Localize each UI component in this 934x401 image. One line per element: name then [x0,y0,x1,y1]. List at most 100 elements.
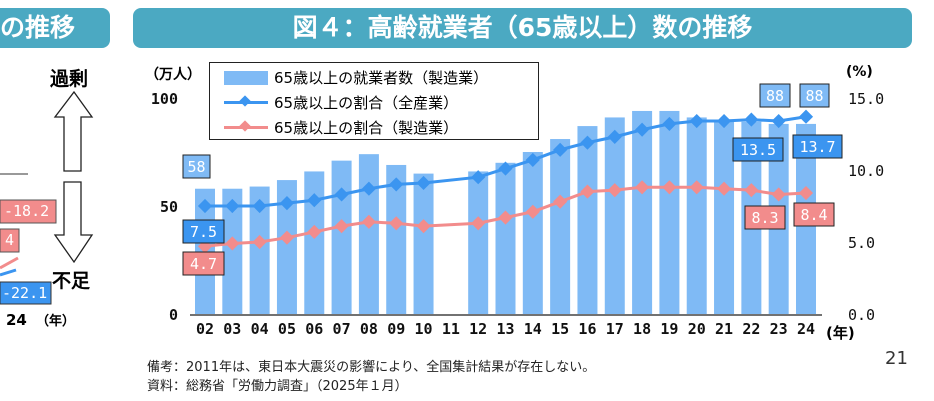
point-series-1-21 [716,113,732,129]
bar-05 [276,180,297,314]
legend-line-swatch-mfg [224,120,268,132]
bar-18 [632,110,653,315]
point-series-1-22 [744,112,759,127]
point-series-1-02 [197,198,213,214]
remark-note: 備考：2011年は、東日本大震災の影響により、全国集計結果が存在しない。 [147,360,596,375]
x-tick-14: 14 [524,320,542,338]
bar-17 [604,117,625,314]
line-series-1 [205,115,807,208]
data-label-box-1-02 [182,219,225,244]
point-series-2-22 [744,183,759,198]
right-axis-unit: (%) [846,64,873,80]
point-series-2-16 [580,184,595,199]
x-tick-05: 05 [278,320,296,338]
x-tick-06: 06 [305,320,323,338]
data-label-0-23: 88 [766,87,784,105]
point-series-2-17 [607,183,622,198]
data-label-box-0-23 [759,83,791,108]
left-panel-title: の推移 [0,13,76,42]
point-series-1-16 [580,135,595,150]
point-series-2-15 [553,194,568,209]
data-label-2-24: 8.4 [800,206,827,224]
point-series-1-06 [307,193,322,208]
point-series-1-12 [471,170,486,185]
point-series-1-19 [662,116,677,131]
point-series-2-08 [361,214,376,229]
left-x-tick: 24 [6,311,27,329]
chart-title-bar: 図４：高齢就業者（65歳以上）数の推移 [133,8,912,48]
x-tick-16: 16 [578,320,596,338]
point-series-1-09 [389,177,404,192]
bar-14 [522,152,543,314]
bar-21 [714,119,735,314]
bar-06 [304,171,325,314]
left-blue-label: -22.1 [2,284,48,302]
x-tick-17: 17 [606,320,624,338]
surplus-label: 過剰 [50,68,89,90]
point-series-2-06 [307,224,322,239]
point-series-2-19 [662,180,677,195]
bar-15 [550,139,571,314]
y-left-tick-100: 100 [151,90,178,108]
x-tick-07: 07 [333,320,351,338]
x-tick-11: 11 [442,320,460,338]
point-series-1-05 [279,196,295,211]
legend-label-bars: 65歳以上の就業者数（製造業） [274,69,489,87]
legend-item-all: 65歳以上の割合（全産業） [224,92,458,113]
point-series-2-23 [771,187,786,202]
bar-16 [577,126,598,314]
point-series-1-20 [689,113,704,129]
data-label-box-1-22 [732,137,784,162]
x-tick-10: 10 [415,320,433,338]
data-label-box-2-02 [182,251,225,276]
left-red-label-2: 4 [5,231,15,249]
point-series-1-18 [635,122,650,137]
bar-09 [386,164,407,314]
point-series-1-15 [553,142,568,157]
bar-03 [222,188,243,314]
point-series-1-23 [771,113,786,129]
bar-19 [659,110,680,315]
x-tick-19: 19 [660,320,678,338]
x-tick-24: 24 [797,320,815,338]
x-tick-03: 03 [223,320,241,338]
data-label-box-0-24 [799,83,830,108]
legend: 65歳以上の就業者数（製造業） 65歳以上の割合（全産業） 65歳以上の割合（製… [209,62,539,140]
legend-bar-swatch [224,70,268,85]
page-number: 21 [885,348,908,369]
data-label-2-02: 4.7 [190,255,217,273]
data-label-box-2-23 [744,205,786,230]
legend-item-bars: 65歳以上の就業者数（製造業） [224,67,488,88]
point-series-2-03 [225,236,240,251]
x-tick-02: 02 [196,320,214,338]
bar-04 [249,186,270,314]
x-axis-unit: (年) [826,324,855,342]
legend-item-mfg: 65歳以上の割合（製造業） [224,117,458,138]
bar-13 [495,162,516,314]
data-label-0-02: 58 [187,158,205,176]
data-label-1-24: 13.7 [799,138,835,156]
x-tick-22: 22 [742,320,760,338]
y-right-tick-0.0: 0.0 [848,306,875,324]
point-series-2-21 [716,181,732,196]
x-tick-18: 18 [633,320,651,338]
point-series-1-14 [525,152,540,167]
point-series-2-13 [498,210,513,225]
y-right-tick-10.0: 10.0 [848,162,884,180]
data-label-box-1-24 [792,134,843,159]
x-tick-09: 09 [387,320,405,338]
x-tick-13: 13 [496,320,514,338]
bar-07 [331,160,352,314]
data-label-box-2-24 [793,202,835,227]
x-tick-04: 04 [251,320,269,338]
point-series-1-13 [498,161,513,176]
x-tick-15: 15 [551,320,569,338]
point-series-2-10 [416,219,431,234]
data-label-1-02: 7.5 [190,223,217,241]
legend-label-all: 65歳以上の割合（全産業） [274,94,459,112]
left-axis-unit: （万人） [145,67,201,83]
y-right-tick-5.0: 5.0 [848,234,875,252]
bar-08 [358,154,379,314]
shortage-label: 不足 [52,270,91,292]
